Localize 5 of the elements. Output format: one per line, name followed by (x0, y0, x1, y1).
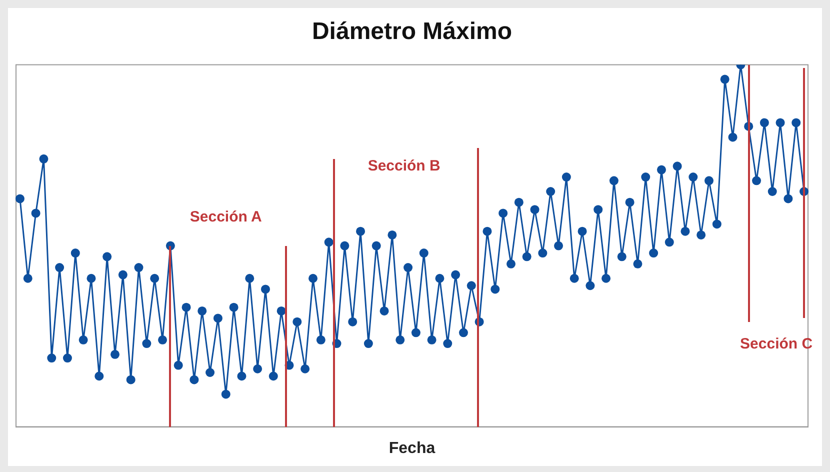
annotation: Sección B (368, 158, 440, 175)
annotation: Sección A (190, 208, 262, 226)
x-axis-title: Fecha (388, 440, 436, 457)
annotation: Sección C (740, 335, 813, 352)
chart-title: Diámetro Máximo (312, 18, 512, 46)
